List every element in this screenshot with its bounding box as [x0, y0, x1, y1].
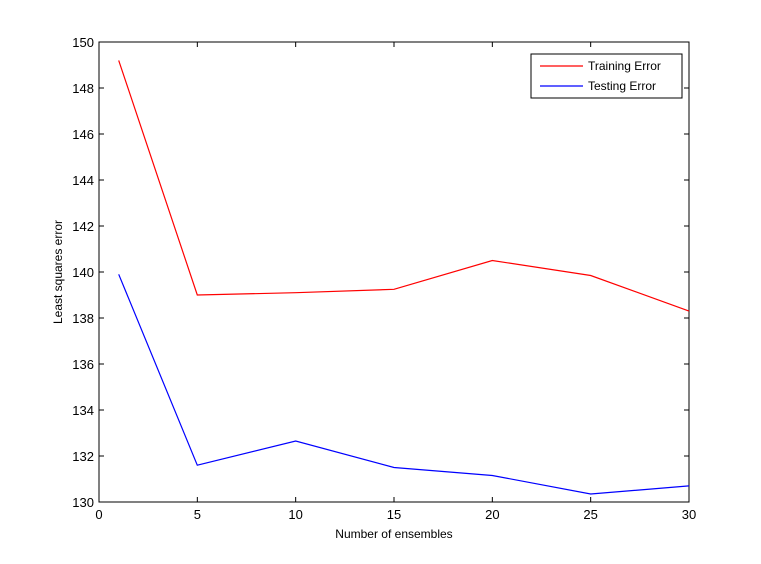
x-axis-label: Number of ensembles — [335, 527, 452, 541]
series-layer — [118, 60, 690, 495]
x-tick-label: 5 — [194, 507, 201, 522]
legend: Training Error Testing Error — [530, 53, 683, 99]
y-tick-label: 144 — [72, 173, 94, 188]
legend-label-testing: Testing Error — [588, 79, 656, 93]
y-tick-label: 148 — [72, 81, 94, 96]
y-axis-label: Least squares error — [51, 220, 65, 324]
x-tick-label: 15 — [387, 507, 401, 522]
x-tick-label: 0 — [95, 507, 102, 522]
y-tick-label: 142 — [72, 219, 94, 234]
series-line-training-error — [118, 60, 690, 312]
y-tick-label: 146 — [72, 127, 94, 142]
x-tick-label: 25 — [583, 507, 597, 522]
y-tick-label: 130 — [72, 495, 94, 510]
ticks-layer: 0 5 10 15 20 25 30 130 132 134 136 138 140 142 144 146 1… — [72, 35, 696, 522]
x-tick-label: 30 — [682, 507, 696, 522]
series-line-testing-error — [118, 274, 690, 495]
y-tick-label: 134 — [72, 403, 94, 418]
x-tick-label: 10 — [288, 507, 302, 522]
y-tick-label: 132 — [72, 449, 94, 464]
x-tick-label: 20 — [485, 507, 499, 522]
legend-label-training: Training Error — [588, 59, 661, 73]
y-tick-label: 138 — [72, 311, 94, 326]
legend-box — [530, 53, 683, 99]
plot-area — [98, 41, 690, 503]
y-tick-label: 140 — [72, 265, 94, 280]
y-tick-label: 150 — [72, 35, 94, 50]
y-tick-label: 136 — [72, 357, 94, 372]
